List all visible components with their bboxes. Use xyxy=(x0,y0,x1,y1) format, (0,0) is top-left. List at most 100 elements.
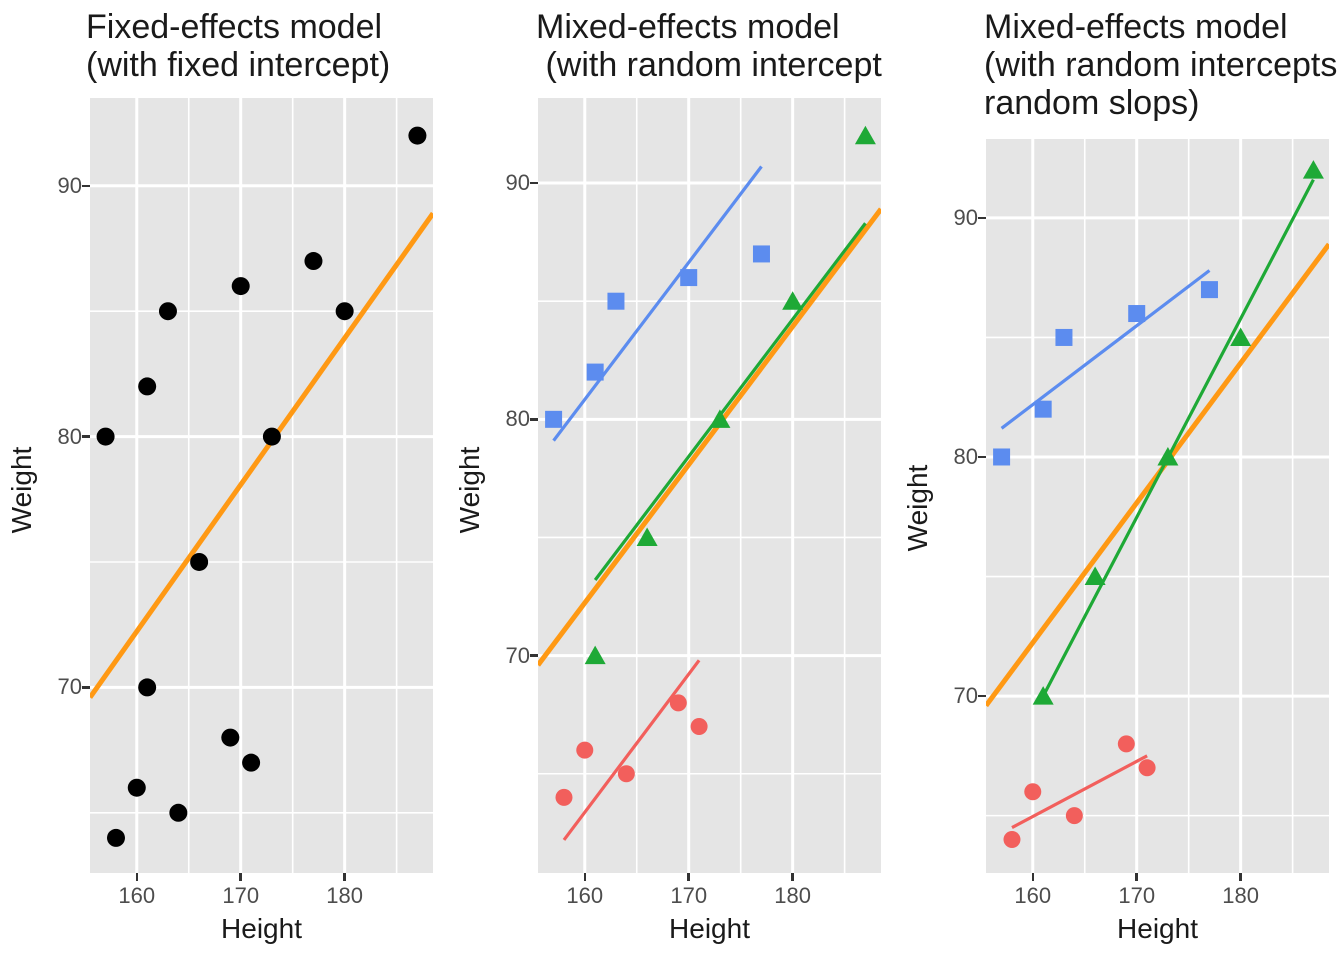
data-point xyxy=(1302,160,1324,179)
data-point xyxy=(1034,400,1052,418)
data-point xyxy=(586,363,604,381)
data-point xyxy=(96,427,115,446)
data-point xyxy=(106,828,125,847)
panel-title-line: (with random intercept xyxy=(536,46,882,84)
y-axis-title: Weight xyxy=(454,446,485,534)
x-tick-label: 160 xyxy=(566,883,604,908)
minor-gridlines xyxy=(90,98,433,873)
y-tick-mark xyxy=(530,181,538,185)
data-point xyxy=(782,291,804,310)
data-point xyxy=(138,678,157,697)
data-point xyxy=(576,741,594,759)
data-point xyxy=(262,427,281,446)
panel-title-line: Mixed-effects model xyxy=(984,8,1288,46)
data-point xyxy=(1157,446,1179,466)
panel-background xyxy=(90,98,433,873)
y-axis-title: Weight xyxy=(902,464,933,552)
x-tick-mark xyxy=(687,873,690,881)
x-tick-mark xyxy=(1135,873,1138,881)
y-tick-label: 80 xyxy=(505,406,530,432)
minor-gridlines xyxy=(986,139,1329,873)
y-tick-mark xyxy=(82,686,90,689)
y-tick-mark xyxy=(82,184,90,188)
data-point xyxy=(1230,327,1252,346)
y-tick-label: 90 xyxy=(505,170,530,196)
major-gridlines xyxy=(90,98,433,873)
data-point xyxy=(408,126,427,145)
x-tick-mark xyxy=(791,873,794,881)
points-subject-blue xyxy=(993,281,1218,466)
plot-area xyxy=(90,98,433,873)
y-tick-mark xyxy=(978,455,986,459)
y-tick-mark xyxy=(530,654,538,657)
y-tick-label: 80 xyxy=(57,423,82,449)
data-point xyxy=(1024,783,1042,801)
panel-title-line: random slops) xyxy=(984,84,1200,122)
fit-line-fixed-effect-fit xyxy=(90,211,433,699)
x-tick-mark xyxy=(1031,873,1035,881)
x-tick-label: 180 xyxy=(1222,883,1259,908)
x-tick-mark xyxy=(343,873,346,881)
points-subject-red xyxy=(555,694,708,806)
y-tick-label: 90 xyxy=(57,172,82,198)
y-tick-label: 70 xyxy=(953,683,978,709)
x-tick-label: 160 xyxy=(118,883,156,908)
x-tick-label: 180 xyxy=(774,883,811,908)
data-point xyxy=(555,788,573,806)
data-point xyxy=(584,645,606,665)
data-point xyxy=(854,125,876,145)
x-tick-mark xyxy=(135,873,139,881)
y-tick-label: 70 xyxy=(505,642,530,668)
panel-title: Mixed-effects model (with random interce… xyxy=(536,8,882,84)
data-point xyxy=(1128,305,1146,323)
plot-area xyxy=(538,98,881,873)
x-tick-label: 180 xyxy=(326,883,363,908)
fit-line-fixed-effect-fit xyxy=(538,207,881,667)
fit-line-subject-green-fit xyxy=(1041,178,1315,697)
panel-title-line: (with fixed intercept) xyxy=(86,46,391,84)
data-point xyxy=(169,803,188,822)
panel-title: Mixed-effects model (with random intercep… xyxy=(984,8,1337,122)
plot-area xyxy=(986,139,1329,873)
points-subject-red xyxy=(1003,735,1156,849)
data-point xyxy=(1055,328,1073,346)
x-tick-label: 170 xyxy=(670,883,708,908)
data-point xyxy=(1200,281,1218,299)
data-point xyxy=(1032,686,1054,705)
y-tick-mark xyxy=(978,694,986,698)
x-tick-label: 160 xyxy=(1014,883,1052,908)
panel-title: Fixed-effects model (with fixed intercept… xyxy=(86,8,390,84)
data-point xyxy=(680,269,698,287)
data-point xyxy=(242,753,261,772)
y-tick-label: 80 xyxy=(953,443,978,469)
x-axis-title: Height xyxy=(669,913,750,944)
y-tick-label: 90 xyxy=(953,204,978,230)
data-point xyxy=(669,694,687,712)
x-tick-mark xyxy=(239,873,242,881)
points-subject-blue xyxy=(545,245,770,428)
fit-line-subject-red-fit xyxy=(562,659,701,841)
x-tick-label: 170 xyxy=(222,883,260,908)
data-point xyxy=(1138,759,1156,777)
panel-title-line: Fixed-effects model xyxy=(86,8,383,46)
data-point xyxy=(127,778,146,797)
fit-line-subject-blue-fit xyxy=(552,165,763,442)
fit-line-subject-green-fit xyxy=(593,222,867,581)
data-point xyxy=(607,292,625,310)
data-point xyxy=(190,552,209,571)
points-all-subjects xyxy=(96,126,427,847)
data-point xyxy=(158,302,177,321)
y-tick-mark xyxy=(530,418,538,421)
data-point xyxy=(636,527,658,546)
data-point xyxy=(231,277,250,296)
x-tick-mark xyxy=(1239,873,1242,881)
x-tick-label: 170 xyxy=(1118,883,1156,908)
data-point xyxy=(709,409,731,428)
fit-line-subject-red-fit xyxy=(1011,754,1148,829)
y-tick-mark xyxy=(82,435,90,438)
y-tick-mark xyxy=(978,216,986,220)
data-point xyxy=(545,410,563,428)
